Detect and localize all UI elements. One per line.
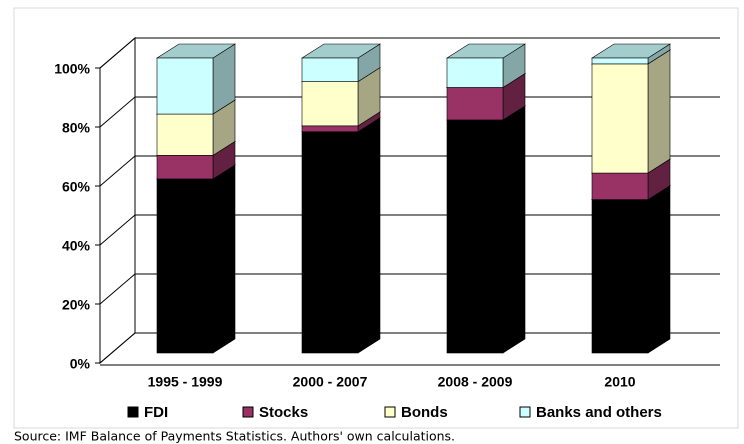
y-tick-label: 80% <box>62 120 91 136</box>
bar-side-shade <box>213 44 235 115</box>
bar <box>301 131 359 354</box>
legend-swatch <box>384 406 396 418</box>
bar <box>301 81 359 127</box>
bar-side-shade <box>648 185 670 353</box>
chart-frame <box>13 7 739 429</box>
bar-side-shade <box>213 141 235 179</box>
legend-label: Banks and others <box>536 404 662 421</box>
x-tick-label: 2010 <box>604 374 635 390</box>
y-tick-label: 100% <box>54 61 90 77</box>
legend-label: Bonds <box>401 404 448 421</box>
x-tick-label: 2000 - 2007 <box>293 374 368 390</box>
bar <box>301 125 359 133</box>
bar-side-shade <box>503 105 525 353</box>
bar-top-shade <box>447 44 525 58</box>
y-tick-label: 60% <box>62 179 91 195</box>
bar-side-shade <box>358 117 380 353</box>
bar-side-shade <box>358 111 380 132</box>
bar <box>591 172 649 200</box>
bar <box>156 155 214 180</box>
grid-line <box>99 273 136 305</box>
legend-label: FDI <box>144 404 168 421</box>
bar-top-shade <box>302 44 380 58</box>
bar <box>591 199 649 354</box>
bar-top-shade <box>157 44 235 58</box>
legend-swatch <box>127 406 139 418</box>
bar-side-shade <box>503 44 525 88</box>
grid-line <box>99 37 136 69</box>
source-note: Source: IMF Balance of Payments Statisti… <box>14 429 455 444</box>
bar-side-shade <box>503 73 525 120</box>
bar-top-shade <box>592 44 670 58</box>
legend-swatch <box>519 406 531 418</box>
bar-side-shade <box>648 49 670 174</box>
legend-swatch <box>242 406 254 418</box>
bar <box>446 57 504 88</box>
grid-line <box>99 332 136 364</box>
bar <box>446 119 504 354</box>
bar <box>591 57 649 65</box>
bar-side-shade <box>213 100 235 156</box>
bar <box>301 57 359 82</box>
legend-label: Stocks <box>259 404 308 421</box>
grid-line <box>99 214 136 246</box>
bar <box>446 87 504 121</box>
y-tick-label: 20% <box>62 297 91 313</box>
y-tick-label: 0% <box>70 356 91 372</box>
bar-side-shade <box>648 44 670 64</box>
x-tick-label: 2008 - 2009 <box>438 374 513 390</box>
y-tick-label: 40% <box>62 238 91 254</box>
bar <box>156 57 214 115</box>
x-tick-label: 1995 - 1999 <box>148 374 223 390</box>
grid-line <box>99 155 136 187</box>
bar-side-shade <box>213 164 235 353</box>
back-wall <box>99 36 136 365</box>
bar <box>591 63 649 174</box>
bar-side-shade <box>358 67 380 126</box>
bar-side-shade <box>648 159 670 200</box>
grid-line <box>99 96 136 128</box>
bar <box>156 113 214 156</box>
bar <box>156 178 214 354</box>
bar-side-shade <box>358 44 380 82</box>
